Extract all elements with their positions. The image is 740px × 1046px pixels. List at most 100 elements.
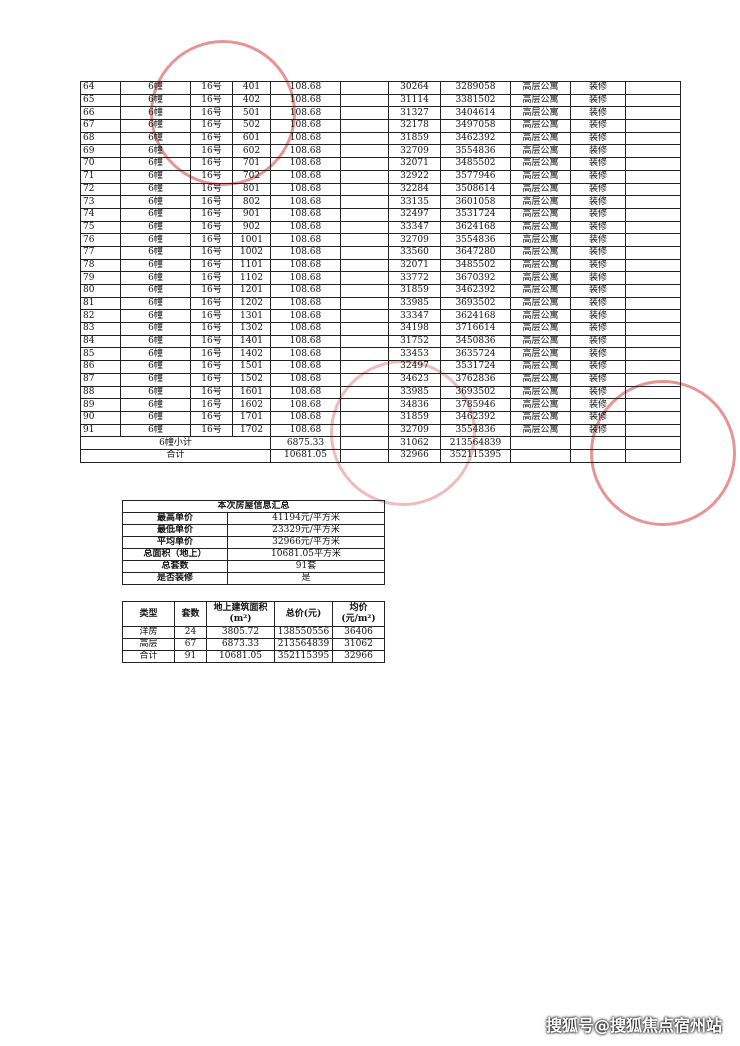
cell: 32709 — [388, 423, 441, 438]
cell — [340, 106, 389, 121]
row: 6幢小计 6875.33 31062 213564839 — [80, 436, 681, 450]
cell: 3635724 — [440, 347, 511, 362]
row: 最高单价 41194元/平方米 — [122, 512, 386, 525]
cell: 33772 — [388, 271, 441, 285]
cell: 高层公寓 — [510, 207, 571, 222]
row: 79 6幢 16号 1102 108.68 33772 3670392 高层公寓 装修 — [80, 271, 681, 285]
row: 77 6幢 16号 1002 108.68 33560 3647280 高层公寓 装修 — [80, 245, 681, 260]
cell: 108.68 — [270, 93, 341, 108]
main-table: 64 6幢 16号 401 108.68 30264 3289058 高层公寓 装修 65 6幢 16… — [80, 81, 681, 463]
cell: 31114 — [388, 93, 441, 108]
cell: 最低单价 — [122, 524, 228, 537]
cell: 801 — [232, 182, 271, 197]
cell: 1001 — [232, 233, 271, 247]
cell — [510, 448, 571, 463]
cell: 6幢 — [120, 169, 191, 184]
cell: 31859 — [388, 284, 441, 298]
cell: 6幢 — [120, 258, 191, 273]
cell: 装修 — [570, 220, 626, 235]
cell — [340, 284, 389, 298]
cell — [340, 360, 389, 374]
cell — [625, 157, 681, 171]
cell: 6幢 — [120, 207, 191, 222]
cell — [625, 347, 681, 362]
cell: 高层公寓 — [510, 169, 571, 184]
cell — [340, 157, 389, 171]
cell: 108.68 — [270, 195, 341, 209]
cell: 3289058 — [440, 81, 511, 95]
cell: 33985 — [388, 385, 441, 400]
row: 洋房 24 3805.72 138550556 36406 — [122, 626, 385, 639]
cell: 高层公寓 — [510, 271, 571, 285]
cell: 30264 — [388, 81, 441, 95]
cell: 3805.72 — [206, 626, 275, 639]
cell: 6幢 — [120, 372, 191, 387]
cell: 洋房 — [122, 626, 175, 639]
cell — [625, 398, 681, 412]
cell: 6幢 — [120, 271, 191, 285]
cell: 3485502 — [440, 157, 511, 171]
row: 81 6幢 16号 1202 108.68 33985 3693502 高层公寓 装修 — [80, 296, 681, 311]
cell: 高层公寓 — [510, 93, 571, 108]
cell: 108.68 — [270, 334, 341, 349]
summary-table: 本次房屋信息汇总 最高单价 41194元/平方米 最低单价 23329元/平方米 平均单价… — [121, 500, 386, 585]
cell: 16号 — [190, 131, 233, 146]
cell: 装修 — [570, 360, 626, 374]
cell: 76 — [80, 233, 121, 247]
row: 68 6幢 16号 601 108.68 31859 3462392 高层公寓 装修 — [80, 131, 681, 146]
row: 82 6幢 16号 1301 108.68 33347 3624168 高层公寓 装修 — [80, 309, 681, 324]
cell: 高层公寓 — [510, 106, 571, 121]
cell: 3624168 — [440, 220, 511, 235]
row: 89 6幢 16号 1602 108.68 34836 3785946 高层公寓 装修 — [80, 398, 681, 412]
cell: 16号 — [190, 360, 233, 374]
cell: 高层公寓 — [510, 195, 571, 209]
cell: 16号 — [190, 144, 233, 159]
cell: 91 — [174, 650, 207, 663]
cell: 108.68 — [270, 157, 341, 171]
cell — [625, 258, 681, 273]
cell: 68 — [80, 131, 121, 146]
cell — [340, 448, 389, 463]
cell: 16号 — [190, 245, 233, 260]
cell: 108.68 — [270, 360, 341, 374]
cell: 41194元/平方米 — [226, 512, 386, 525]
row: 最低单价 23329元/平方米 — [122, 524, 386, 537]
cell — [340, 258, 389, 273]
cell: 6幢 — [120, 360, 191, 374]
cell: 33347 — [388, 309, 441, 324]
cell: 3577946 — [440, 169, 511, 184]
cell — [625, 81, 681, 95]
cell: 6幢 — [120, 296, 191, 311]
cell: 702 — [232, 169, 271, 184]
cell: 均价(元/m²) — [332, 601, 385, 627]
cell: 高层公寓 — [510, 182, 571, 197]
cell: 75 — [80, 220, 121, 235]
cell: 6幢小计 — [80, 436, 271, 450]
cell: 602 — [232, 144, 271, 159]
cell: 装修 — [570, 195, 626, 209]
cell — [340, 309, 389, 324]
cell: 65 — [80, 93, 121, 108]
cell: 70 — [80, 157, 121, 171]
row: 76 6幢 16号 1001 108.68 32709 3554836 高层公寓 装修 — [80, 233, 681, 247]
cell: 高层公寓 — [510, 423, 571, 438]
row: 80 6幢 16号 1201 108.68 31859 3462392 高层公寓 装修 — [80, 284, 681, 298]
cell: 高层公寓 — [510, 258, 571, 273]
cell: 213564839 — [274, 638, 333, 651]
cell: 1502 — [232, 372, 271, 387]
cell: 装修 — [570, 144, 626, 159]
cell — [340, 233, 389, 247]
row: 87 6幢 16号 1502 108.68 34623 3762836 高层公寓 装修 — [80, 372, 681, 387]
cell — [340, 245, 389, 260]
cell: 装修 — [570, 372, 626, 387]
cell: 16号 — [190, 271, 233, 285]
cell: 6幢 — [120, 93, 191, 108]
cell: 高层公寓 — [510, 360, 571, 374]
row: 64 6幢 16号 401 108.68 30264 3289058 高层公寓 装修 — [80, 81, 681, 95]
row: 总套数 91套 — [122, 560, 386, 573]
cell: 69 — [80, 144, 121, 159]
cell: 1402 — [232, 347, 271, 362]
cell: 33985 — [388, 296, 441, 311]
cell: 装修 — [570, 258, 626, 273]
cell: 6幢 — [120, 220, 191, 235]
